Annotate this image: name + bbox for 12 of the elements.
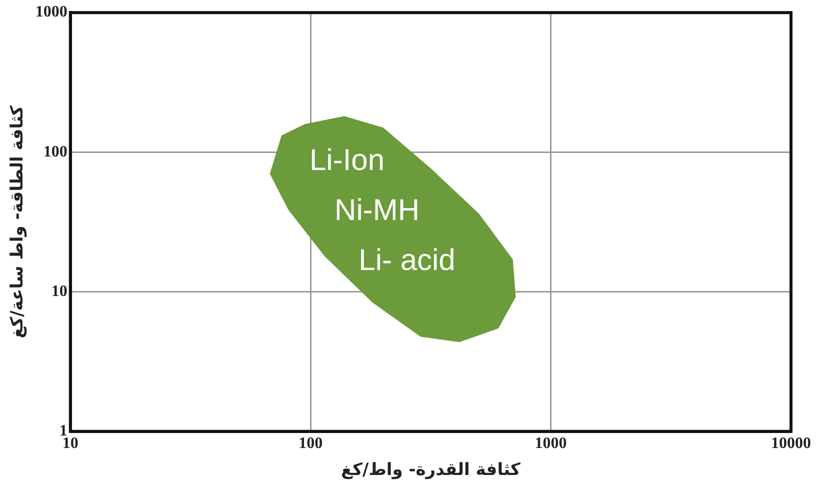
- x-tick-label: 10000: [771, 435, 811, 452]
- annotation: Li-Ion: [309, 144, 385, 178]
- x-axis-title: كثافة القدرة- واط/كغ: [341, 460, 521, 480]
- y-tick-label: 100: [43, 143, 68, 160]
- annotation: Ni-MH: [334, 194, 420, 228]
- x-tick-label: 100: [298, 435, 323, 452]
- annotation: Li- acid: [358, 244, 456, 278]
- y-tick-label: 10: [51, 282, 68, 300]
- y-tick-label: 1000: [35, 4, 68, 21]
- y-axis-title: كثافة الطاقة- واط ساعة/كغ: [8, 105, 28, 338]
- x-tick-label: 10: [62, 435, 78, 452]
- x-tick-label: 1000: [534, 435, 567, 452]
